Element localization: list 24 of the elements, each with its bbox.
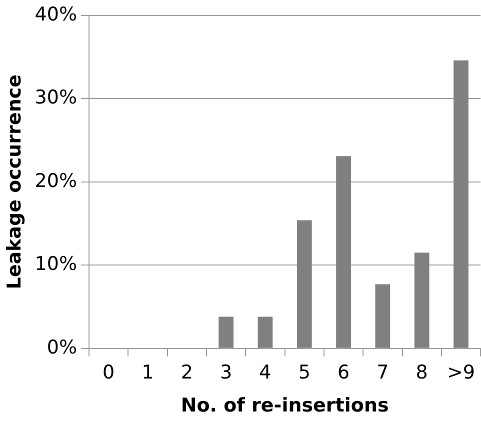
x-tick-label: 8	[416, 362, 428, 384]
x-tick-label: 6	[337, 362, 350, 384]
x-axis-title: No. of re-insertions	[180, 394, 389, 417]
x-tick-label: 5	[298, 362, 310, 384]
x-tick-label: 1	[142, 362, 154, 384]
y-axis-title: Leakage occurrence	[3, 74, 26, 290]
y-tick-label: 40%	[34, 3, 78, 26]
x-tick-label: 2	[180, 362, 193, 384]
bar	[258, 316, 273, 348]
x-tick-label: 0	[102, 362, 115, 384]
bar	[454, 60, 468, 348]
bar	[375, 284, 390, 348]
bar	[336, 156, 351, 348]
bar	[218, 316, 234, 348]
y-tick-label: 30%	[34, 86, 78, 109]
y-tick-label: 10%	[34, 253, 78, 276]
bar	[414, 252, 430, 348]
x-tick-label: 4	[259, 362, 272, 384]
y-tick-label: 0%	[46, 336, 78, 358]
x-tick-label: 7	[376, 362, 389, 384]
x-tick-label: >9	[446, 362, 476, 384]
x-tick-label: 3	[220, 362, 232, 384]
y-tick-label: 20%	[34, 170, 78, 192]
bar	[296, 220, 312, 348]
